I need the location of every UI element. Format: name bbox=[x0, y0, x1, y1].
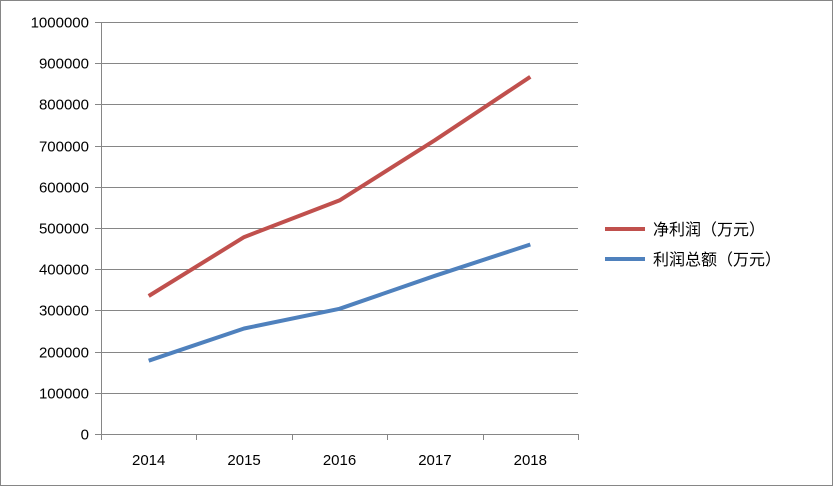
y-tick-label: 700000 bbox=[39, 139, 89, 156]
y-tick-label: 900000 bbox=[39, 56, 89, 73]
y-tick-label: 400000 bbox=[39, 262, 89, 279]
x-tick-label: 2016 bbox=[323, 452, 356, 469]
y-tick-label: 600000 bbox=[39, 180, 89, 197]
legend: 净利润（万元） 利润总额（万元） bbox=[605, 220, 781, 269]
y-tick-label: 0 bbox=[81, 427, 89, 444]
y-tick-label: 1000000 bbox=[31, 15, 89, 32]
x-tick-label: 2014 bbox=[132, 452, 165, 469]
y-tick-label: 300000 bbox=[39, 303, 89, 320]
y-tick-label: 200000 bbox=[39, 345, 89, 362]
y-tick-label: 800000 bbox=[39, 97, 89, 114]
gridlines bbox=[101, 22, 578, 394]
y-tick-label: 100000 bbox=[39, 386, 89, 403]
x-tick-label: 2015 bbox=[227, 452, 260, 469]
legend-label-2: 利润总额（万元） bbox=[653, 250, 781, 269]
y-tick-labels: 0 100000 200000 300000 400000 500000 600000 700… bbox=[31, 15, 89, 444]
axes bbox=[95, 22, 579, 440]
legend-label-1: 净利润（万元） bbox=[653, 220, 765, 239]
x-tick-labels: 2014 2015 2016 2017 2018 bbox=[132, 452, 547, 469]
y-tick-label: 500000 bbox=[39, 221, 89, 238]
x-tick-label: 2017 bbox=[418, 452, 451, 469]
x-tick-label: 2018 bbox=[514, 452, 547, 469]
series-lines bbox=[147, 75, 532, 363]
